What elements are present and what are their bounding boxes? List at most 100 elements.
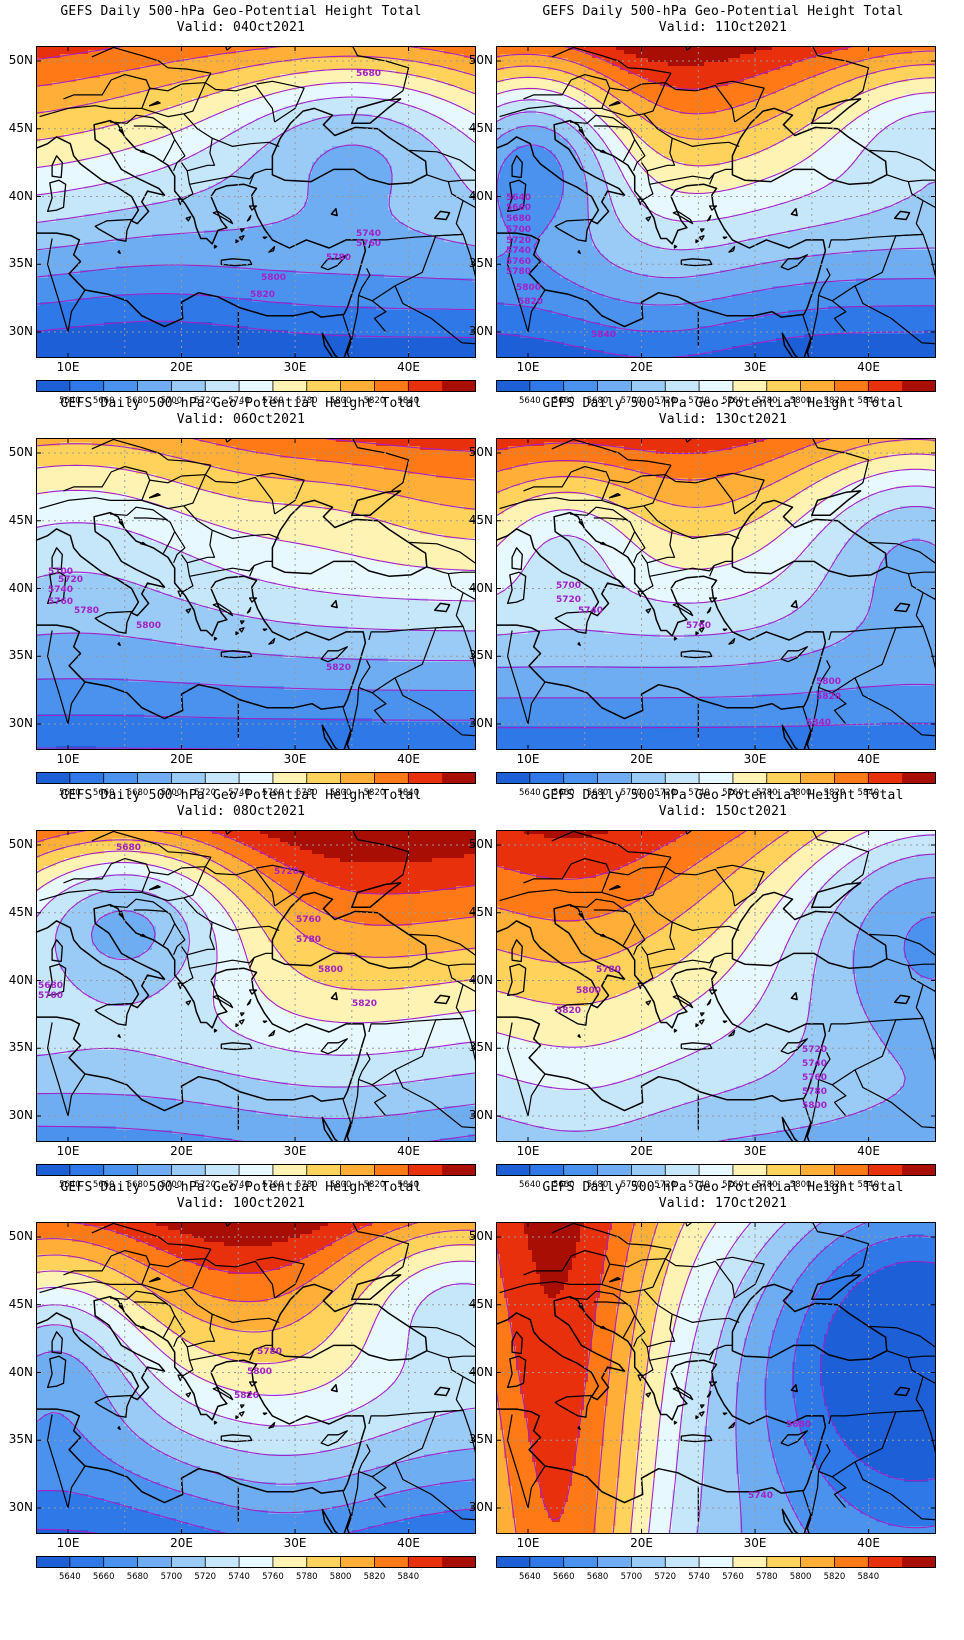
contour-label: 5720 <box>802 1045 827 1055</box>
contour-label: 5800 <box>816 677 841 687</box>
colorbar-label: 5840 <box>857 1572 879 1582</box>
colorbar-label: 5800 <box>790 788 812 798</box>
colorbar-swatch <box>902 772 936 784</box>
colorbar-swatch <box>732 380 768 392</box>
colorbar-label: 5660 <box>93 396 115 406</box>
lat-label: 45N <box>8 512 33 527</box>
colorbar-label: 5720 <box>654 1180 676 1190</box>
colorbar-label: 5640 <box>59 788 81 798</box>
colorbar-swatch <box>103 1164 138 1176</box>
coastlines-and-borders <box>36 438 476 750</box>
colorbar-swatch <box>306 772 342 784</box>
contour-label: 5720 <box>274 867 299 877</box>
colorbar-swatch <box>529 1556 565 1568</box>
colorbar-swatch <box>665 380 700 392</box>
lon-label: 20E <box>170 360 193 374</box>
lon-label: 40E <box>397 360 420 374</box>
colorbar-label: 5780 <box>756 1572 778 1582</box>
contour-label: 5720 <box>506 236 531 246</box>
contour-label: 5820 <box>326 663 351 673</box>
lat-label: 40N <box>8 972 33 987</box>
colorbar-swatch <box>69 380 105 392</box>
map-panel-15oct: GEFS Daily 500-hPa Geo-Potential Height … <box>469 784 964 1194</box>
contour-label: 5780 <box>506 267 531 277</box>
lon-label: 40E <box>857 1144 880 1158</box>
colorbar-swatch <box>374 772 409 784</box>
contour-label: 5640 <box>506 193 531 203</box>
lon-label: 30E <box>283 1536 307 1550</box>
colorbar-swatch <box>442 772 476 784</box>
colorbar-swatch <box>171 1556 206 1568</box>
panel-title: GEFS Daily 500-hPa Geo-Potential Height … <box>542 788 904 803</box>
contour-label: 5720 <box>556 595 581 605</box>
colorbar-label: 5740 <box>688 1572 710 1582</box>
height-map: 5780 5800 5820 5720 5740 5760 5780 5800 <box>496 830 936 1142</box>
colorbar-swatch <box>529 772 565 784</box>
colorbar: 5640 5660 5680 5700 5720 5740 5760 5780 5800 5820… <box>36 772 476 798</box>
colorbar: 5640 5660 5680 5700 5720 5740 5760 5780 5800 5820… <box>36 1164 476 1190</box>
contour-label: 5680 <box>38 981 63 991</box>
colorbar-swatch <box>171 772 206 784</box>
height-contours <box>36 830 476 1142</box>
map-panel-10oct: GEFS Daily 500-hPa Geo-Potential Height … <box>0 1176 482 1586</box>
height-map: 5680 5740 <box>496 1222 936 1534</box>
lon-label: 30E <box>283 752 307 766</box>
colorbar-swatch <box>766 380 802 392</box>
contour-label: 5800 <box>802 1101 827 1111</box>
colorbar-label: 5720 <box>194 396 216 406</box>
panel-valid-date: Valid: 11Oct2021 <box>658 20 788 35</box>
colorbar-swatch <box>340 1556 375 1568</box>
colorbar-label: 5740 <box>228 788 250 798</box>
colorbar-label: 5760 <box>262 1572 284 1582</box>
colorbar-swatch <box>205 380 240 392</box>
colorbar-swatch <box>408 1556 443 1568</box>
lon-label: 20E <box>170 752 193 766</box>
lon-label: 20E <box>630 360 653 374</box>
contour-label: 5680 <box>356 69 381 79</box>
colorbar-label: 5660 <box>553 396 575 406</box>
lat-label: 35N <box>8 648 33 663</box>
colorbar-swatch <box>597 1164 632 1176</box>
colorbar-swatch <box>563 380 598 392</box>
colorbar: 5640 5660 5680 5700 5720 5740 5760 5780 5800 5820… <box>36 380 476 406</box>
height-contours <box>36 1222 476 1534</box>
colorbar-swatch <box>442 1556 476 1568</box>
colorbar: 5640 5660 5680 5700 5720 5740 5760 5780 5800 5820… <box>36 1556 476 1582</box>
colorbar-label: 5820 <box>824 788 846 798</box>
colorbar-label: 5780 <box>296 396 318 406</box>
height-contours <box>36 46 476 338</box>
graticule <box>36 438 476 750</box>
colorbar: 5640 5660 5680 5700 5720 5740 5760 5780 5800 5820… <box>496 1556 936 1582</box>
colorbar-label: 5780 <box>296 788 318 798</box>
lon-label: 10E <box>56 1144 80 1158</box>
colorbar-swatch <box>868 380 903 392</box>
lat-label: 30N <box>8 1108 33 1122</box>
colorbar-swatch <box>374 1164 409 1176</box>
colorbar-label: 5660 <box>553 1180 575 1190</box>
contour-label: 5700 <box>48 567 73 577</box>
colorbar-swatch <box>408 380 443 392</box>
lat-label: 35N <box>468 256 493 271</box>
colorbar-swatch <box>766 1164 802 1176</box>
colorbar-label: 5760 <box>722 1180 744 1190</box>
lat-label: 45N <box>8 120 33 135</box>
contour-label: 5740 <box>748 1491 773 1501</box>
lon-label: 40E <box>857 752 880 766</box>
colorbar-swatch <box>631 772 666 784</box>
height-contours <box>36 438 476 750</box>
contour-label: 5800 <box>261 273 286 283</box>
colorbar-swatch <box>239 1164 274 1176</box>
panel-title: GEFS Daily 500-hPa Geo-Potential Height … <box>60 4 422 19</box>
panel-title: GEFS Daily 500-hPa Geo-Potential Height … <box>542 4 904 19</box>
colorbar-label: 5660 <box>553 1572 575 1582</box>
colorbar-label: 5640 <box>519 788 541 798</box>
contour-label: 5800 <box>576 986 601 996</box>
colorbar-swatch <box>103 380 138 392</box>
colorbar-swatch <box>766 772 802 784</box>
lat-label: 30N <box>468 324 493 338</box>
contour-label: 5840 <box>591 330 616 340</box>
colorbar-label: 5840 <box>397 1180 419 1190</box>
lat-label: 35N <box>8 1040 33 1055</box>
lat-label: 50N <box>468 837 493 851</box>
lat-label: 40N <box>468 580 493 595</box>
